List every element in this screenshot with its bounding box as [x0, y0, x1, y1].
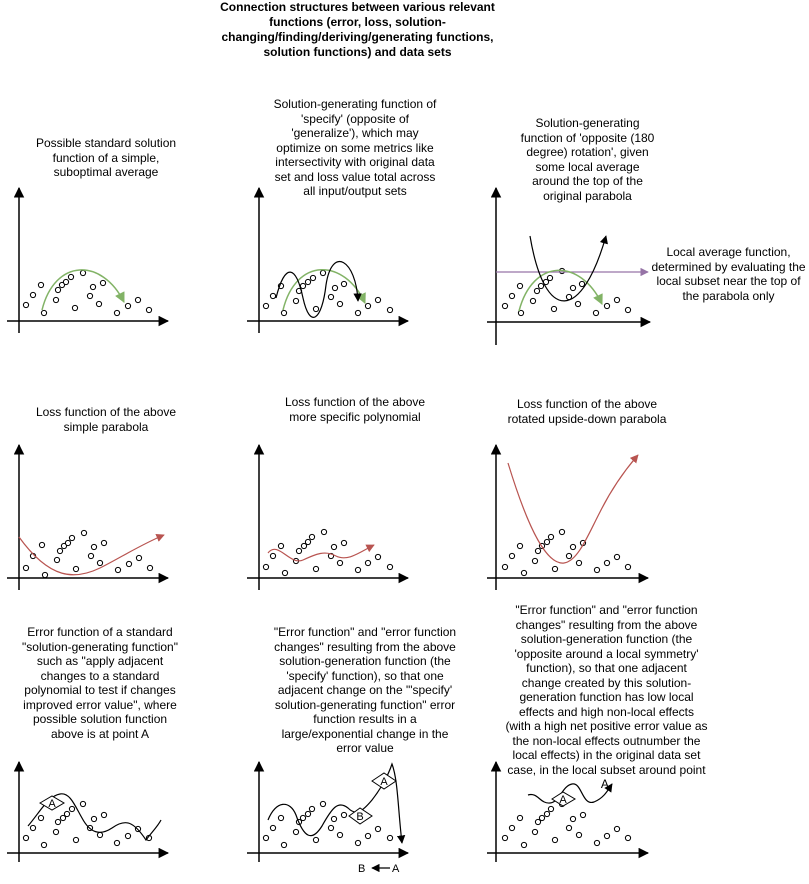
point-a-label: A — [380, 776, 388, 788]
caption-loss-rotated: Loss function of the above rotated upsid… — [507, 397, 667, 426]
point-a-marker — [39, 795, 65, 811]
panel-error-standard: A — [7, 760, 170, 862]
loss-curve — [507, 454, 639, 564]
error-curve — [27, 793, 162, 842]
caption-error-standard: Error function of a standard "solution-g… — [22, 625, 178, 741]
data-points — [262, 800, 394, 849]
diagram-title: Connection structures between various re… — [220, 0, 495, 59]
loss-curve — [18, 534, 165, 576]
data-points — [22, 269, 153, 317]
error-curve — [527, 783, 613, 804]
panel-specify — [247, 186, 410, 333]
specify-curve — [275, 261, 362, 318]
point-b-label: B — [356, 811, 363, 823]
data-points — [262, 528, 394, 577]
caption-loss-polynomial: Loss function of the above more specific… — [284, 395, 426, 424]
caption-local-average: Local average function, determined by ev… — [651, 245, 806, 303]
caption-standard-solution: Possible standard solution function of a… — [35, 136, 177, 179]
data-points — [501, 800, 632, 849]
point-a-label: A — [559, 794, 567, 806]
rotated-curve — [529, 235, 608, 302]
point-b-marker — [348, 807, 373, 825]
caption-rotation-function: Solution-generating function of 'opposit… — [520, 116, 655, 203]
panel-loss-polynomial — [247, 443, 410, 590]
data-points — [22, 529, 154, 579]
panel-error-opposite: A — [487, 760, 650, 862]
loss-curve — [267, 544, 375, 562]
panel-rotation — [487, 186, 652, 345]
data-points — [501, 267, 632, 317]
panel-error-specify: B A B A — [247, 760, 410, 875]
legend-a-label: A — [392, 863, 400, 875]
solution-curve — [41, 269, 125, 311]
panel-standard-solution — [7, 186, 170, 333]
caption-error-opposite: "Error function" and "error function cha… — [505, 603, 708, 791]
panel-loss-rotated — [487, 443, 650, 590]
caption-specify-function: Solution-generating function of 'specify… — [273, 97, 437, 198]
original-curve — [518, 269, 603, 312]
point-a-marker — [371, 772, 397, 790]
data-points — [262, 269, 394, 317]
point-a-marker — [551, 791, 576, 807]
caption-loss-parabola: Loss function of the above simple parabo… — [35, 405, 177, 434]
caption-error-specify: "Error function" and "error function cha… — [273, 625, 457, 755]
panel-loss-parabola — [7, 443, 170, 590]
point-a-label: A — [48, 798, 56, 810]
error-curve — [267, 762, 406, 844]
data-points — [501, 528, 632, 577]
legend-b-label: B — [358, 863, 365, 875]
data-points — [22, 800, 153, 849]
